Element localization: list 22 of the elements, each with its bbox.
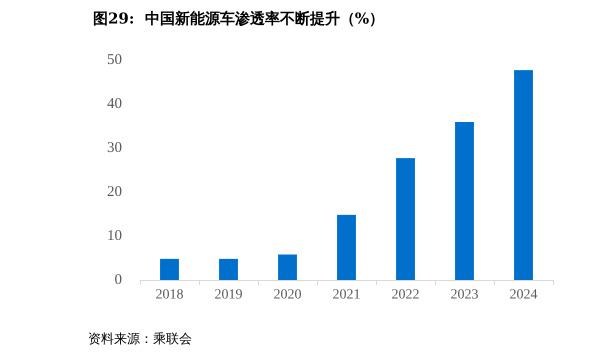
x-tick-label: 2024 — [510, 288, 538, 302]
y-tick-label: 20 — [107, 184, 122, 200]
y-tick-label: 10 — [107, 228, 122, 244]
text: 资料来源：乘联会 — [88, 332, 192, 347]
x-tick-label: 2020 — [274, 288, 302, 302]
y-tick-label: 0 — [114, 272, 122, 288]
x-tick-label: 2021 — [332, 288, 360, 302]
bar — [455, 122, 474, 280]
bar — [160, 258, 179, 280]
bar — [337, 214, 356, 280]
x-tick-label: 2022 — [392, 288, 420, 302]
x-tick-label: 2023 — [450, 288, 478, 302]
chart-title: 图29: 中国新能源车渗透率不断提升（%） — [93, 10, 384, 28]
y-tick-label: 40 — [107, 96, 122, 112]
x-tick-label: 2018 — [156, 288, 184, 302]
y-tick-label: 50 — [107, 52, 122, 68]
x-tick-label: 2019 — [214, 288, 242, 302]
bar — [219, 258, 238, 280]
y-tick-label: 30 — [107, 140, 122, 156]
bar — [278, 254, 297, 280]
bar — [396, 158, 415, 280]
bar — [514, 70, 533, 280]
